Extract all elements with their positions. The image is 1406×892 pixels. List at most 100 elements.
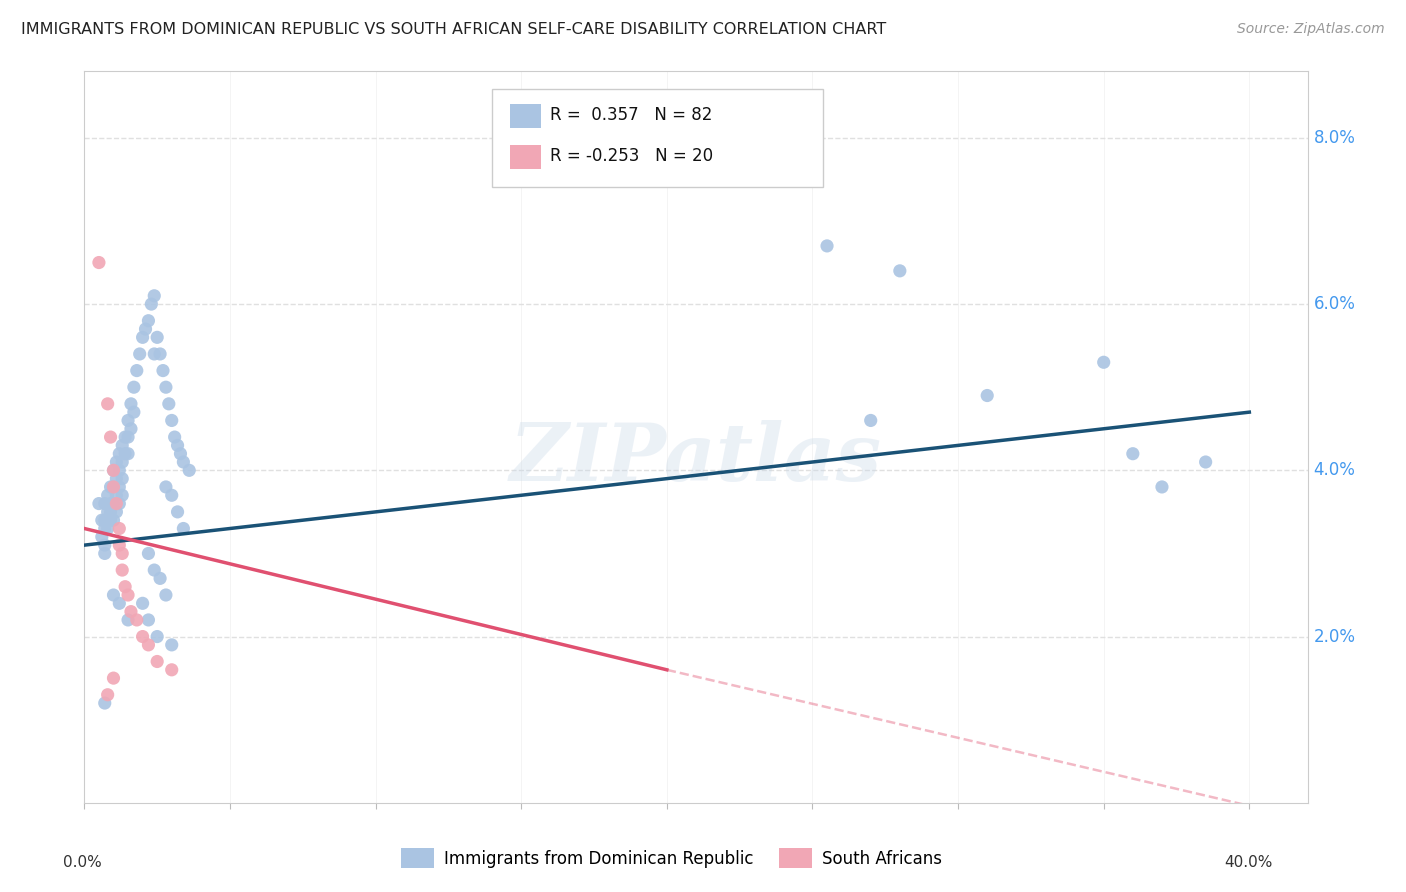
Point [108, 596, 131, 610]
Point [160, 413, 183, 427]
Point [859, 413, 882, 427]
Point [117, 430, 139, 444]
Point [131, 330, 153, 344]
Point [105, 472, 128, 486]
Point [166, 438, 188, 452]
Text: 4.0%: 4.0% [1313, 461, 1355, 479]
Point [97, 513, 120, 527]
Point [93, 513, 115, 527]
Point [149, 571, 172, 585]
Point [90, 513, 112, 527]
Point [108, 463, 131, 477]
Point [143, 347, 166, 361]
Point [155, 480, 177, 494]
Point [90, 530, 112, 544]
Point [157, 397, 180, 411]
Point [120, 422, 142, 436]
Point [105, 497, 128, 511]
Point [143, 289, 166, 303]
Point [108, 447, 131, 461]
Point [103, 497, 125, 511]
Point [103, 480, 125, 494]
Text: Source: ZipAtlas.com: Source: ZipAtlas.com [1237, 22, 1385, 37]
Text: 0.0%: 0.0% [62, 855, 101, 871]
Point [135, 322, 157, 336]
Point [131, 596, 153, 610]
Legend: Immigrants from Dominican Republic, South Africans: Immigrants from Dominican Republic, Sout… [401, 848, 942, 868]
Point [1122, 447, 1144, 461]
Point [100, 505, 122, 519]
Point [114, 430, 136, 444]
Text: R =  0.357   N = 82: R = 0.357 N = 82 [550, 106, 711, 124]
Point [114, 447, 136, 461]
Point [152, 363, 174, 377]
Point [93, 546, 115, 560]
Point [155, 588, 177, 602]
Point [97, 397, 120, 411]
Point [1150, 480, 1173, 494]
Point [93, 497, 115, 511]
Point [128, 347, 150, 361]
Point [160, 488, 183, 502]
Point [103, 463, 125, 477]
Point [100, 497, 122, 511]
Point [103, 480, 125, 494]
Point [111, 472, 134, 486]
Point [108, 538, 131, 552]
Text: ZIPatlas: ZIPatlas [510, 420, 882, 498]
Point [146, 330, 169, 344]
Point [114, 580, 136, 594]
Point [111, 438, 134, 452]
Point [125, 363, 148, 377]
Point [93, 521, 115, 535]
Point [141, 297, 163, 311]
Text: R = -0.253   N = 20: R = -0.253 N = 20 [550, 147, 713, 165]
Point [105, 455, 128, 469]
Point [146, 655, 169, 669]
Point [111, 563, 134, 577]
Point [163, 430, 186, 444]
Point [1195, 455, 1218, 469]
Point [122, 380, 145, 394]
Point [117, 413, 139, 427]
Text: IMMIGRANTS FROM DOMINICAN REPUBLIC VS SOUTH AFRICAN SELF-CARE DISABILITY CORRELA: IMMIGRANTS FROM DOMINICAN REPUBLIC VS SO… [21, 22, 886, 37]
Point [100, 430, 122, 444]
Point [111, 488, 134, 502]
Point [108, 521, 131, 535]
Point [976, 388, 998, 402]
Point [117, 613, 139, 627]
Point [93, 696, 115, 710]
Point [108, 497, 131, 511]
Point [815, 239, 838, 253]
Point [179, 463, 201, 477]
Point [103, 513, 125, 527]
Point [97, 521, 120, 535]
Point [172, 521, 194, 535]
Point [138, 314, 160, 328]
Point [100, 480, 122, 494]
Point [93, 538, 115, 552]
Point [149, 347, 172, 361]
Point [143, 563, 166, 577]
Point [87, 497, 110, 511]
Point [97, 688, 120, 702]
Point [1092, 355, 1115, 369]
Point [166, 505, 188, 519]
Point [97, 505, 120, 519]
Text: 6.0%: 6.0% [1313, 295, 1355, 313]
Point [169, 447, 191, 461]
Point [131, 630, 153, 644]
Point [160, 663, 183, 677]
Point [103, 588, 125, 602]
Point [889, 264, 911, 278]
Text: 2.0%: 2.0% [1313, 628, 1355, 646]
Point [105, 505, 128, 519]
Point [160, 638, 183, 652]
Point [105, 488, 128, 502]
Point [138, 613, 160, 627]
Point [155, 380, 177, 394]
Point [146, 630, 169, 644]
Point [172, 455, 194, 469]
Point [87, 255, 110, 269]
Point [138, 546, 160, 560]
